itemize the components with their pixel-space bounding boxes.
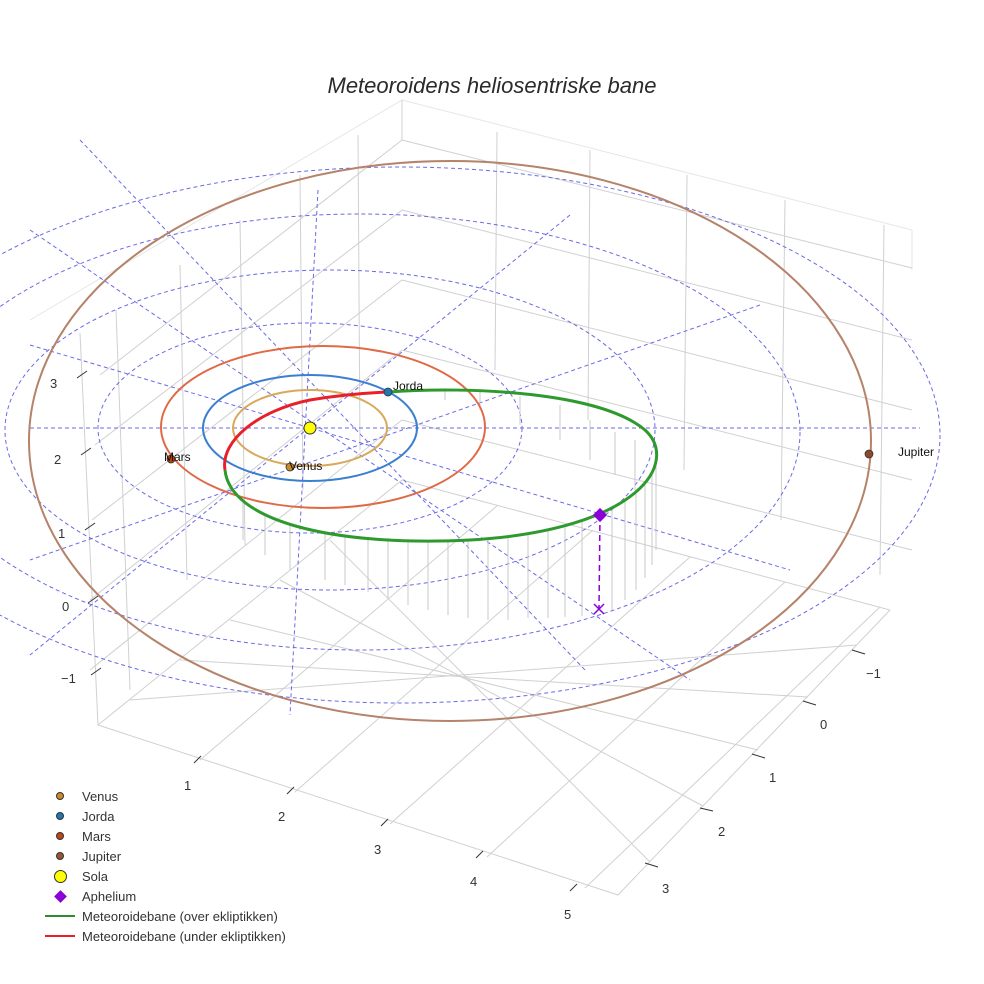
jorda-marker[interactable]	[383, 387, 393, 397]
venus-marker[interactable]	[285, 462, 295, 472]
aphelium-drop-line	[598, 514, 601, 609]
jorda-label: Jorda	[393, 379, 423, 393]
y-tick-1: 1	[769, 770, 776, 785]
jupiter-label: Jupiter	[898, 445, 934, 459]
z-axis	[76, 370, 102, 676]
y-tick-neg1: −1	[866, 666, 881, 681]
ecliptic-grid	[0, 139, 941, 716]
aphelium-projection-marker[interactable]	[593, 603, 605, 615]
legend-label: Aphelium	[82, 888, 137, 904]
x-axis	[193, 755, 578, 892]
x-tick-3: 3	[374, 842, 381, 857]
legend-label: Mars	[82, 828, 111, 844]
legend-item-jupiter[interactable]: Jupiter	[40, 846, 286, 866]
jupiter-orbit	[28, 160, 872, 722]
mars-orbit	[160, 345, 486, 509]
z-tick-1: 1	[58, 526, 65, 541]
x-tick-1: 1	[184, 778, 191, 793]
y-tick-3: 3	[662, 881, 669, 896]
mars-label: Mars	[164, 450, 191, 464]
y-tick-0: 0	[820, 717, 827, 732]
aphelium-marker[interactable]	[592, 507, 608, 523]
jorda-dot-icon	[56, 812, 64, 820]
legend-label: Sola	[82, 868, 109, 884]
meteoroid-orbit-over	[223, 388, 659, 543]
venus-dot-icon	[56, 792, 64, 800]
legend-label: Jorda	[82, 808, 115, 824]
legend-item-sola[interactable]: Sola	[40, 866, 286, 886]
orbit-drop-lines	[242, 391, 657, 620]
legend-item-aphelium[interactable]: Aphelium	[40, 886, 286, 906]
y-axis	[644, 649, 866, 868]
z-tick-neg1: −1	[61, 671, 76, 686]
legend-item-venus[interactable]: Venus	[40, 786, 286, 806]
legend-item-orbit-under[interactable]: Meteoroidebane (under ekliptikken)	[40, 926, 286, 946]
sola-marker[interactable]	[303, 421, 317, 435]
venus-orbit	[232, 389, 388, 467]
jupiter-marker[interactable]	[864, 449, 874, 459]
sun-dot-icon	[53, 869, 67, 883]
mars-dot-icon	[56, 832, 64, 840]
box-grid	[29, 99, 913, 896]
diamond-icon	[53, 889, 67, 903]
z-tick-2: 2	[54, 452, 61, 467]
legend-label: Meteoroidebane (over ekliptikken)	[82, 908, 278, 924]
legend-item-mars[interactable]: Mars	[40, 826, 286, 846]
x-tick-4: 4	[470, 874, 477, 889]
jupiter-dot-icon	[56, 852, 64, 860]
red-line-icon	[45, 935, 75, 937]
legend-label: Jupiter	[82, 848, 122, 864]
y-tick-2: 2	[718, 824, 725, 839]
venus-label: Venus	[289, 459, 322, 473]
legend-item-orbit-over[interactable]: Meteoroidebane (over ekliptikken)	[40, 906, 286, 926]
green-line-icon	[45, 915, 75, 917]
z-tick-3: 3	[50, 376, 57, 391]
legend-item-jorda[interactable]: Jorda	[40, 806, 286, 826]
jorda-orbit	[202, 374, 418, 482]
legend-label: Meteoroidebane (under ekliptikken)	[82, 928, 286, 944]
z-tick-0: 0	[62, 599, 69, 614]
mars-marker[interactable]	[166, 454, 176, 464]
meteoroid-orbit-under	[223, 390, 389, 471]
x-tick-2: 2	[278, 809, 285, 824]
planet-orbits	[28, 160, 872, 722]
legend-label: Venus	[82, 788, 119, 804]
x-tick-5: 5	[564, 907, 571, 922]
chart-title: Meteoroidens heliosentriske bane	[327, 73, 657, 98]
legend: Venus Jorda Mars Jupiter Sola Aphelium M…	[40, 786, 286, 946]
